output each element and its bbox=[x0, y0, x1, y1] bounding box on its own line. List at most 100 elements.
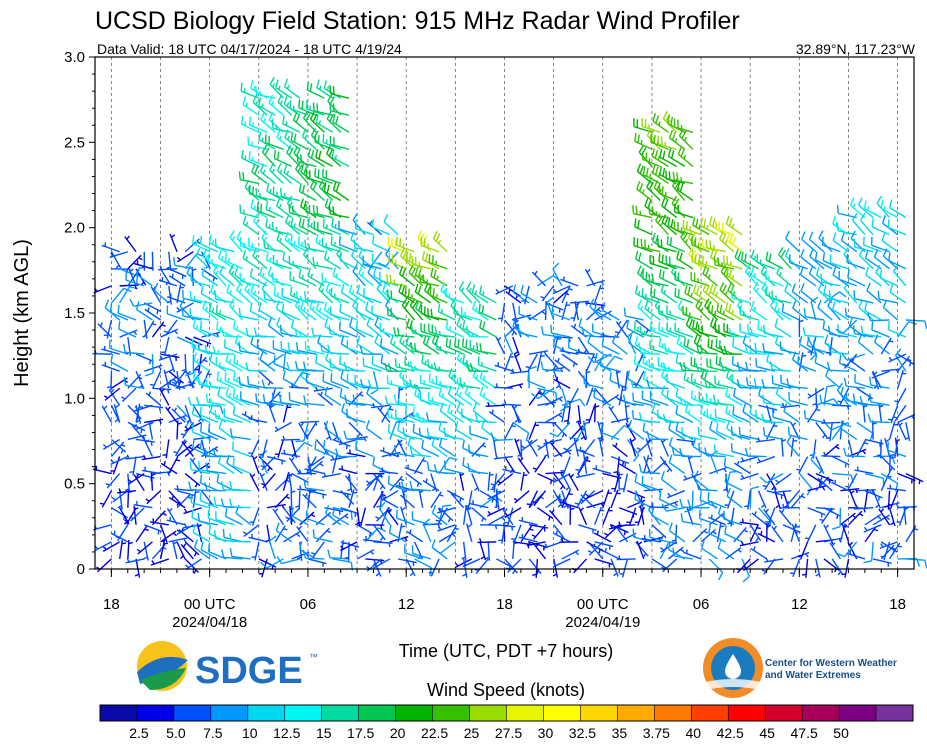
wind-barb-1587 bbox=[780, 503, 800, 509]
wind-barb-1202 bbox=[618, 461, 636, 475]
wind-barb-913 bbox=[461, 338, 481, 355]
wind-barb-390 bbox=[255, 187, 276, 202]
wind-barb-452 bbox=[285, 507, 301, 522]
wind-barb-134 bbox=[161, 336, 170, 356]
wind-barb-1506 bbox=[740, 455, 759, 463]
wind-barb-424 bbox=[290, 488, 296, 508]
wind-barb-1165 bbox=[587, 353, 612, 364]
wind-barb-1010 bbox=[518, 533, 538, 543]
wind-barb-969 bbox=[496, 473, 514, 486]
wind-barb-805 bbox=[409, 480, 431, 492]
wind-barb-1811 bbox=[888, 405, 899, 424]
wind-barb-586 bbox=[324, 420, 342, 441]
wind-barb-490 bbox=[289, 286, 309, 304]
wind-barb-1105 bbox=[560, 276, 579, 287]
wind-barb-752 bbox=[405, 473, 423, 487]
wind-barb-1546 bbox=[754, 342, 775, 355]
wind-barb-66 bbox=[135, 370, 145, 389]
wind-barb-944 bbox=[475, 342, 497, 355]
wind-barb-155 bbox=[158, 276, 178, 287]
wind-barb-1314 bbox=[661, 214, 678, 236]
wind-barb-1599 bbox=[784, 282, 800, 304]
wind-barb-123 bbox=[150, 558, 170, 566]
location-label: 32.89°N, 117.23°W bbox=[796, 41, 916, 57]
wind-barb-671 bbox=[372, 558, 382, 577]
wind-barb-117 bbox=[149, 370, 162, 389]
wind-barb-947 bbox=[479, 285, 497, 304]
wind-barb-463 bbox=[281, 287, 301, 304]
wind-barb-613 bbox=[348, 421, 363, 438]
wind-barb-225 bbox=[193, 352, 211, 372]
wind-barb-1842 bbox=[889, 199, 907, 219]
wind-barb-1167 bbox=[593, 302, 612, 321]
wind-barb-1725 bbox=[864, 526, 879, 543]
wind-barb-1389 bbox=[708, 558, 724, 581]
wind-barb-1724 bbox=[846, 550, 866, 560]
wind-barb-1175 bbox=[600, 424, 620, 441]
wind-barb-1422 bbox=[702, 265, 718, 287]
wind-barb-1268 bbox=[646, 179, 661, 202]
wind-barb-1823 bbox=[905, 558, 927, 569]
wind-barb-653 bbox=[365, 524, 385, 530]
colorbar-tick-5: 15 bbox=[316, 725, 332, 741]
wind-barb-991 bbox=[513, 353, 522, 372]
wind-barb-1229 bbox=[645, 438, 653, 457]
wind-barb-765 bbox=[414, 558, 433, 577]
wind-barb-960 bbox=[495, 336, 506, 355]
wind-barb-331 bbox=[238, 342, 260, 355]
wind-barb-1421 bbox=[702, 282, 718, 304]
wind-barb-1189 bbox=[612, 442, 628, 458]
wind-barb-151 bbox=[158, 353, 178, 361]
wind-barb-562 bbox=[313, 386, 333, 392]
wind-barb-1284 bbox=[649, 322, 669, 338]
wind-barb-1451 bbox=[715, 423, 735, 441]
wind-barb-1209 bbox=[636, 540, 645, 560]
wind-barb-27 bbox=[108, 388, 121, 406]
wind-barb-1081 bbox=[549, 421, 571, 438]
wind-barb-1822 bbox=[880, 200, 899, 219]
wind-barb-159 bbox=[184, 541, 200, 557]
wind-barb-823 bbox=[438, 507, 454, 523]
wind-barb-456 bbox=[280, 435, 300, 441]
wind-barb-328 bbox=[240, 391, 260, 407]
wind-barb-1778 bbox=[866, 282, 882, 304]
wind-barb-1325 bbox=[668, 454, 686, 475]
wind-barb-222 bbox=[191, 405, 211, 424]
wind-barb-1334 bbox=[666, 305, 686, 321]
wind-barb-310 bbox=[232, 405, 252, 424]
wind-barb-909 bbox=[461, 408, 481, 424]
wind-barb-975 bbox=[494, 362, 514, 372]
wind-barb-1680 bbox=[827, 298, 841, 321]
wind-barb-968 bbox=[504, 507, 514, 527]
wind-barb-943 bbox=[477, 356, 497, 372]
wind-barb-145 bbox=[176, 444, 193, 458]
wind-barb-1088 bbox=[570, 300, 590, 306]
wind-barb-547 bbox=[307, 147, 325, 167]
wind-barb-838 bbox=[420, 237, 440, 253]
wind-barb-865 bbox=[438, 387, 456, 406]
wind-barb-307 bbox=[232, 457, 251, 475]
wind-barb-1767 bbox=[880, 473, 892, 491]
wind-barb-658 bbox=[343, 430, 366, 441]
wind-barb-789 bbox=[404, 464, 423, 475]
wind-barb-1558 bbox=[761, 413, 784, 424]
wind-barb-69 bbox=[117, 304, 137, 321]
wind-barb-771 bbox=[393, 444, 415, 458]
wind-barb-640 bbox=[341, 403, 358, 423]
wind-barb-1099 bbox=[566, 387, 579, 406]
wind-barb-1251 bbox=[647, 502, 661, 526]
wind-barb-100 bbox=[134, 404, 153, 412]
wind-barb-1838 bbox=[889, 284, 907, 304]
wind-barb-18 bbox=[110, 251, 122, 269]
wind-barb-1345 bbox=[672, 547, 694, 560]
wind-barb-754 bbox=[387, 424, 407, 441]
wind-barb-1342 bbox=[667, 148, 686, 167]
wind-barb-785 bbox=[406, 529, 424, 543]
wind-barb-1191 bbox=[624, 403, 630, 423]
wind-barb-1464 bbox=[741, 558, 751, 583]
wind-barb-636 bbox=[344, 474, 358, 492]
wind-barb-65 bbox=[121, 387, 137, 403]
wind-barb-860 bbox=[436, 507, 456, 514]
wind-barb-1437 bbox=[706, 358, 726, 372]
wind-barb-124 bbox=[168, 537, 188, 543]
